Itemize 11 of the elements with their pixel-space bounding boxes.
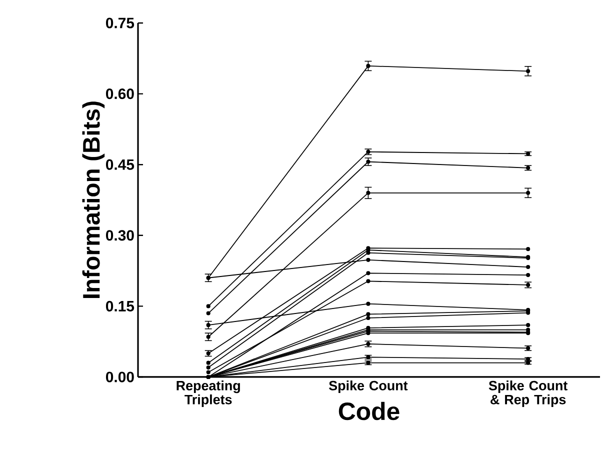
x-axis-title: Code [338,402,400,420]
x-tick-label: Spike Count [329,380,408,394]
y-tick-label: 0.60 [106,88,134,100]
y-axis-title: Information (Bits) [82,102,105,298]
x-tick-label: Repeating Triplets [176,380,240,407]
y-tick-label: 0.75 [106,18,134,28]
y-tick-label: 0.15 [106,300,134,312]
y-tick-label: 0.45 [106,159,134,170]
y-tick-label: 0.30 [106,230,134,241]
y-tick-label: 0.00 [106,372,134,382]
x-tick-label: Spike Count & Rep Trips [488,380,568,407]
